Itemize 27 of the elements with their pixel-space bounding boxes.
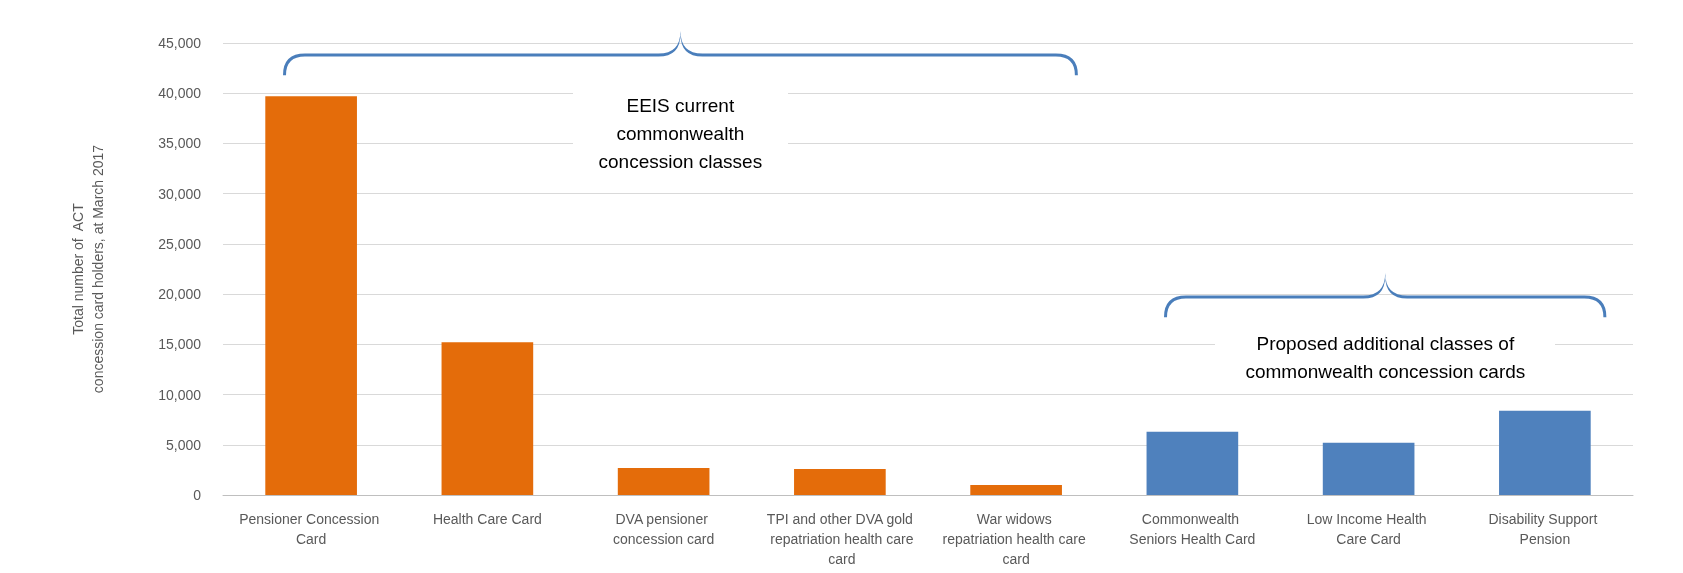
x-tick-label: War widows repatriation health care card xyxy=(942,511,1090,567)
bar xyxy=(441,342,534,495)
bar xyxy=(1499,410,1591,495)
y-tick-label: 10,000 xyxy=(158,386,202,403)
bar xyxy=(970,484,1062,495)
y-tick-label: 0 xyxy=(193,487,202,503)
y-axis-title: Total number of ACT concession card holders, at March 2017 xyxy=(70,144,106,394)
x-tick-label: Low Income Health Care Card xyxy=(1306,511,1431,547)
y-tick-label: 35,000 xyxy=(158,135,202,152)
bar xyxy=(265,96,357,495)
x-tick-label: Disability Support Pension xyxy=(1488,511,1602,547)
y-tick-label: 20,000 xyxy=(158,286,202,303)
y-tick-label: 15,000 xyxy=(158,336,202,353)
x-tick-label: Health Care Card xyxy=(432,511,542,527)
x-tick-label: Pensioner Concession Card xyxy=(239,511,384,547)
y-tick-label: 45,000 xyxy=(158,35,202,51)
bar xyxy=(1322,442,1415,495)
y-tick-label: 30,000 xyxy=(158,185,202,202)
x-tick-label: DVA pensioner concession card xyxy=(613,511,715,547)
y-tick-label: 5,000 xyxy=(165,436,202,453)
bar xyxy=(794,468,886,495)
bar xyxy=(1146,431,1239,495)
y-tick-label: 40,000 xyxy=(158,85,202,102)
bar xyxy=(617,467,710,495)
x-tick-label: Commonwealth Seniors Health Card xyxy=(1129,511,1256,547)
y-tick-label: 25,000 xyxy=(158,235,202,252)
x-tick-label: TPI and other DVA gold repatriation health care card xyxy=(766,511,914,567)
